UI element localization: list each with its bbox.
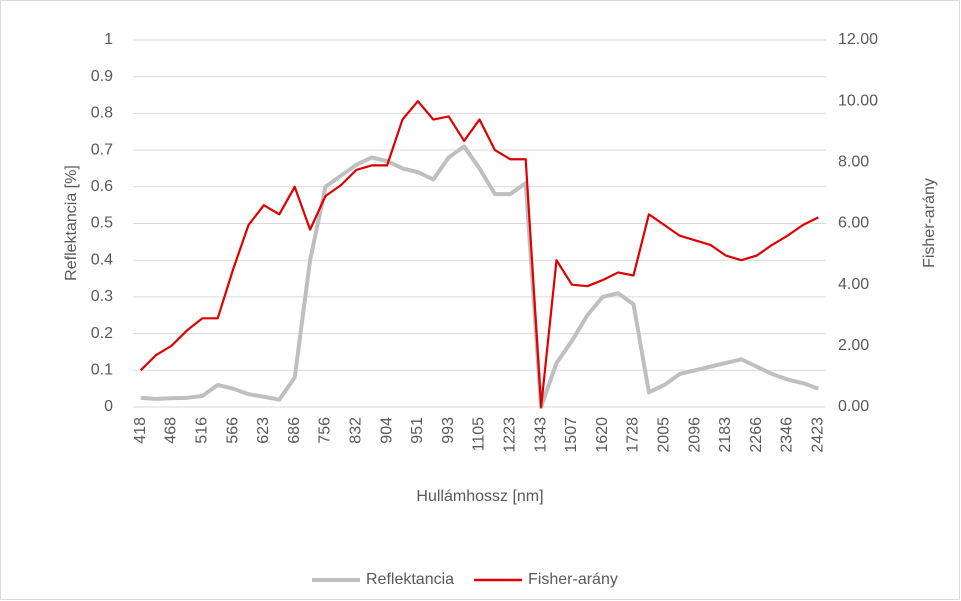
y-tick-label: 0.2: [91, 325, 113, 342]
y2-tick-label: 12.00: [838, 31, 878, 48]
y2-tick-label: 6.00: [838, 215, 869, 232]
y-tick-label: 0.6: [91, 178, 113, 195]
y2-axis-title: Fisher-arány: [921, 178, 938, 268]
y-tick-label: 1: [104, 31, 113, 48]
y-tick-label: 0.9: [91, 68, 113, 85]
y-tick-label: 0.8: [91, 105, 113, 122]
x-tick-label: 2005: [656, 417, 673, 453]
x-tick-label: 904: [378, 417, 395, 444]
y2-tick-label: 10.00: [838, 92, 878, 109]
series-line: [139, 100, 819, 409]
y-tick-label: 0.7: [91, 141, 113, 158]
y2-tick-label: 0.00: [838, 398, 869, 415]
x-tick-label: 623: [255, 417, 272, 444]
y2-tick-label: 2.00: [838, 337, 869, 354]
x-tick-label: 756: [317, 417, 334, 444]
y2-tick-label: 8.00: [838, 154, 869, 171]
x-tick-label: 832: [348, 417, 365, 444]
x-tick-label: 951: [409, 417, 426, 444]
y-tick-label: 0.3: [91, 288, 113, 305]
y-tick-label: 0.1: [91, 362, 113, 379]
y2-tick-label: 4.00: [838, 276, 869, 293]
x-tick-label: 1507: [563, 417, 580, 453]
y-tick-label: 0.5: [91, 215, 113, 232]
series-line: [140, 144, 819, 409]
x-tick-label: 2266: [748, 417, 765, 453]
x-tick-label: 2423: [810, 417, 827, 453]
x-tick-label: 1728: [625, 417, 642, 453]
legend-label: Reflektancia: [366, 571, 454, 588]
x-tick-label: 418: [132, 417, 149, 444]
x-tick-label: 1105: [471, 417, 488, 452]
y-tick-label: 0: [104, 398, 113, 415]
x-tick-label: 516: [194, 417, 211, 444]
y-tick-label: 0.4: [91, 251, 113, 268]
x-tick-label: 2096: [686, 417, 703, 453]
x-tick-label: 468: [163, 417, 180, 444]
x-tick-label: 1343: [532, 417, 549, 453]
x-tick-label: 566: [224, 417, 241, 444]
x-tick-label: 1223: [502, 417, 519, 453]
x-tick-label: 993: [440, 417, 457, 444]
x-tick-label: 686: [286, 417, 303, 444]
x-tick-label: 1620: [594, 417, 611, 453]
y-axis-title: Reflektancia [%]: [63, 165, 80, 281]
x-tick-label: 2183: [717, 417, 734, 453]
x-axis-title: Hullámhossz [nm]: [416, 488, 543, 505]
legend-label: Fisher-arány: [528, 571, 618, 588]
x-tick-label: 2346: [779, 417, 796, 453]
